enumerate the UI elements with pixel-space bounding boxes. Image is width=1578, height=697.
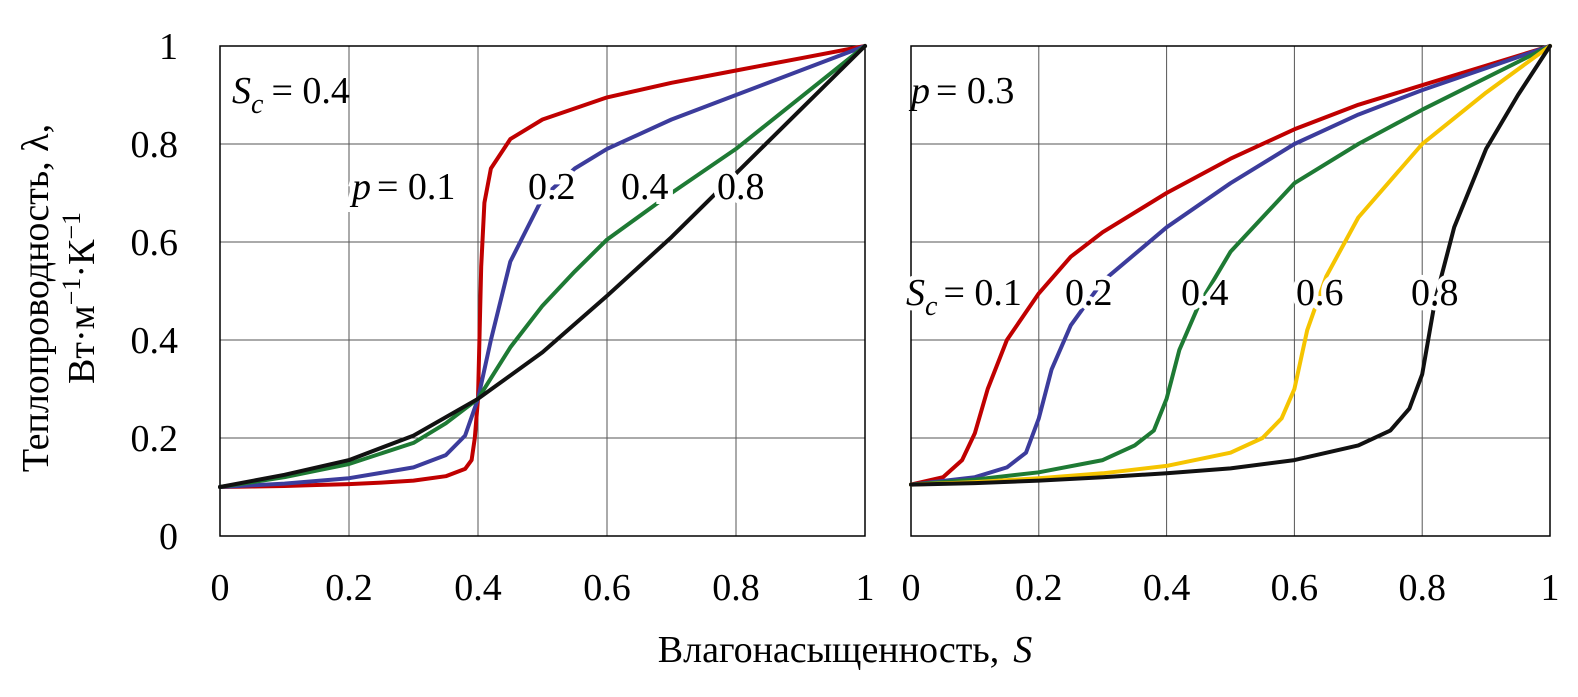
x-tick-label: 0.2	[325, 567, 373, 609]
annotation-right: p = 0.3	[908, 70, 1014, 112]
x-tick-label: 0	[902, 567, 921, 609]
y-tick-label: 1	[159, 26, 178, 68]
series-line-0.6	[909, 44, 1552, 487]
series-label-0.2: 0.2	[528, 166, 576, 208]
y-ticks-left: 0 0.2 0.4 0.6 0.8 1	[131, 26, 179, 558]
y-axis-label: Теплопроводность, λ, Вт·м−1·К−1	[15, 124, 103, 472]
series-line-0.4	[909, 44, 1552, 487]
series-line-0.2	[218, 44, 867, 489]
plot-frame-left	[219, 45, 866, 537]
series-line-0.8	[909, 44, 1552, 487]
series-lines-right	[909, 44, 1552, 487]
y-tick-label: 0.4	[131, 320, 179, 362]
x-tick-label: 0.8	[1398, 567, 1446, 609]
x-axis-label: Влагонасыщенность, S	[658, 629, 1032, 671]
chart-panel-right: 0 0.2 0.4 0.6 0.8 1 Sc = 0.1 0.2 0.4 0.6 0.8 p = 0.…	[901, 44, 1560, 609]
annotation-left: Sc = 0.4	[232, 70, 350, 120]
series-line-0.1	[218, 44, 867, 489]
x-tick-label: 0	[211, 567, 230, 609]
x-ticks-left: 0 0.2 0.4 0.6 0.8 1	[211, 567, 875, 609]
plot-frame-right	[910, 45, 1551, 537]
x-tick-label: 0.4	[1143, 567, 1191, 609]
series-label-0.4: 0.4	[1181, 272, 1229, 314]
x-tick-label: 0.2	[1015, 567, 1063, 609]
series-line-0.2	[909, 44, 1552, 487]
y-tick-label: 0.2	[131, 418, 179, 460]
y-tick-label: 0.8	[131, 124, 179, 166]
series-label-0.8: 0.8	[1411, 272, 1459, 314]
x-tick-label: 0.6	[583, 567, 631, 609]
series-label-0.1: p = 0.1	[349, 166, 455, 208]
x-ticks-right: 0 0.2 0.4 0.6 0.8 1	[902, 567, 1560, 609]
series-labels-right: Sc = 0.1 0.2 0.4 0.6 0.8	[901, 267, 1464, 327]
x-tick-label: 0.8	[712, 567, 760, 609]
series-line-0.4	[218, 44, 867, 489]
y-tick-label: 0.6	[131, 222, 179, 264]
chart-panel-left: 00.20.40.60.81 0 0.2 0.4 0.6 0.8 1 p = 0.1 0.2 0…	[131, 26, 875, 609]
x-tick-label: 0.4	[454, 567, 502, 609]
series-label-0.4: 0.4	[621, 166, 669, 208]
x-tick-label: 0.6	[1271, 567, 1319, 609]
series-line-0.1	[909, 44, 1552, 487]
y-axis-label-line1: Теплопроводность, λ,	[15, 124, 57, 472]
series-label-0.6: 0.6	[1296, 272, 1344, 314]
series-label-0.2: 0.2	[1065, 272, 1113, 314]
y-axis-label-line2: Вт·м−1·К−1	[57, 212, 103, 384]
series-line-0.8	[218, 44, 867, 489]
x-tick-label: 1	[1541, 567, 1560, 609]
series-lines-left	[218, 44, 867, 489]
series-label-0.8: 0.8	[717, 166, 765, 208]
x-tick-label: 1	[856, 567, 875, 609]
series-label-0.1: Sc = 0.1	[906, 272, 1022, 322]
y-tick-label: 0	[159, 516, 178, 558]
grid-left	[220, 46, 865, 536]
